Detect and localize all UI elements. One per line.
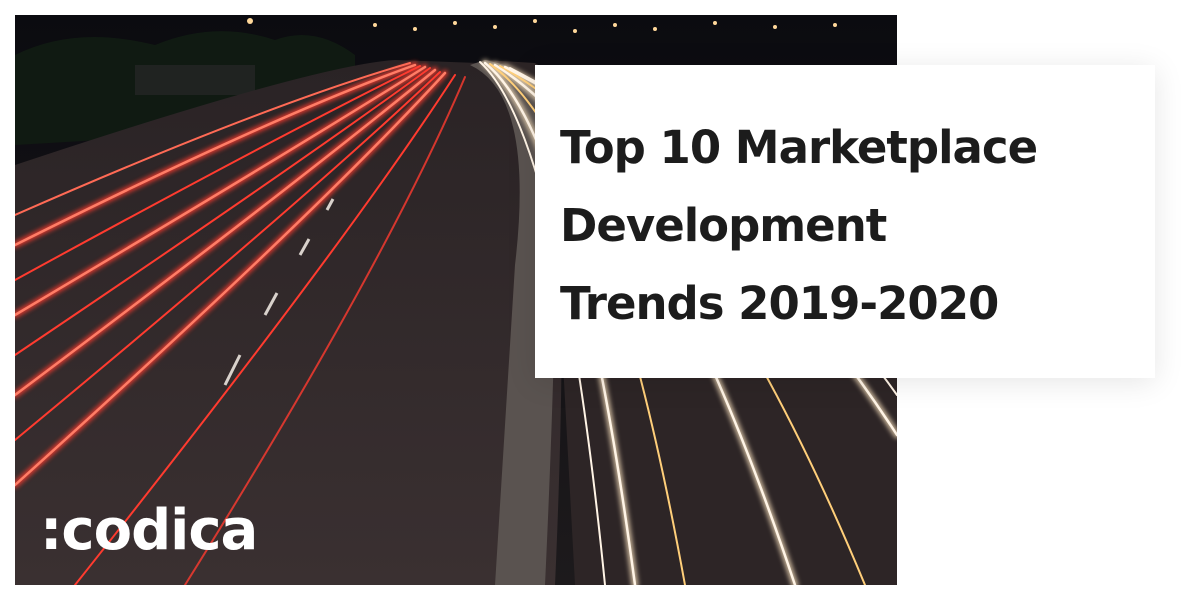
city-lights: [247, 18, 837, 33]
page-title-line-1: Top 10 Marketplace: [560, 121, 1038, 174]
road-left: [15, 60, 562, 585]
lane-markings: [223, 198, 335, 386]
page-title-line-3: Trends 2019-2020: [560, 277, 999, 330]
codica-logo: :codica: [40, 498, 258, 563]
median: [470, 60, 557, 585]
title-card: Top 10 Marketplace Development Trends 20…: [535, 65, 1155, 378]
page-title-line-2: Development: [560, 199, 887, 252]
taillight-trails: [15, 62, 466, 585]
